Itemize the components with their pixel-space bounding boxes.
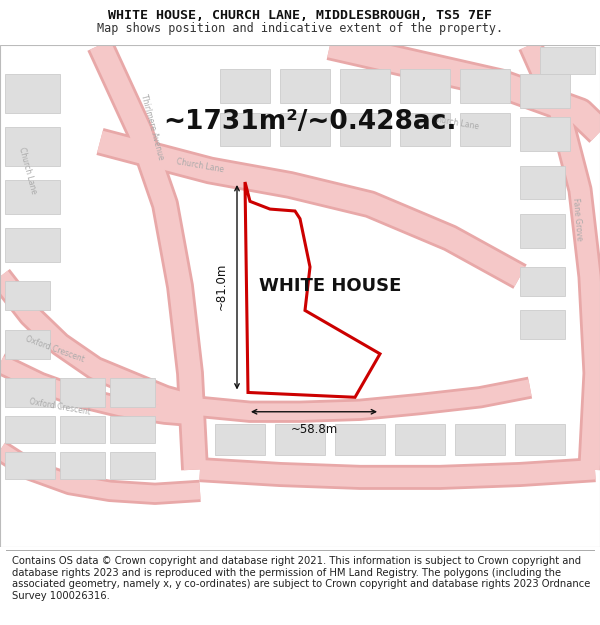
Text: Oxford Crescent: Oxford Crescent <box>29 397 91 417</box>
Bar <box>280 112 330 146</box>
Text: ~81.0m: ~81.0m <box>215 262 228 310</box>
Text: Fane Grove: Fane Grove <box>571 197 583 241</box>
Bar <box>5 127 60 166</box>
Bar <box>5 228 60 262</box>
Bar <box>520 311 565 339</box>
Text: WHITE HOUSE, CHURCH LANE, MIDDLESBROUGH, TS5 7EF: WHITE HOUSE, CHURCH LANE, MIDDLESBROUGH,… <box>108 9 492 22</box>
Text: ~1731m²/~0.428ac.: ~1731m²/~0.428ac. <box>163 109 457 135</box>
Bar <box>460 69 510 103</box>
Bar <box>5 180 60 214</box>
Text: Contains OS data © Crown copyright and database right 2021. This information is : Contains OS data © Crown copyright and d… <box>12 556 590 601</box>
Bar <box>515 424 565 455</box>
Bar <box>60 378 105 407</box>
Text: Church Lane: Church Lane <box>431 114 479 131</box>
Bar <box>520 214 565 248</box>
Bar <box>540 31 600 45</box>
Text: Map shows position and indicative extent of the property.: Map shows position and indicative extent… <box>97 22 503 35</box>
Bar <box>5 416 55 442</box>
Bar <box>340 112 390 146</box>
Bar <box>520 118 570 151</box>
Bar <box>520 267 565 296</box>
Polygon shape <box>245 182 380 398</box>
Bar <box>275 424 325 455</box>
Bar <box>110 452 155 479</box>
Bar <box>400 112 450 146</box>
Bar <box>60 416 105 442</box>
Bar <box>5 378 55 407</box>
Bar <box>280 69 330 103</box>
Text: Oxford Crescent: Oxford Crescent <box>25 334 86 364</box>
Bar <box>540 47 595 74</box>
Text: WHITE HOUSE: WHITE HOUSE <box>259 278 401 295</box>
Bar <box>335 424 385 455</box>
Bar <box>5 330 50 359</box>
Bar <box>220 69 270 103</box>
Bar <box>60 452 105 479</box>
Bar <box>520 166 565 199</box>
Text: Church Lane: Church Lane <box>176 157 224 174</box>
Text: ~58.8m: ~58.8m <box>290 423 338 436</box>
Bar <box>5 74 60 112</box>
Bar <box>460 112 510 146</box>
Bar <box>395 424 445 455</box>
Text: Thirlmere Avenue: Thirlmere Avenue <box>139 93 165 161</box>
Text: Church Lane: Church Lane <box>17 146 38 195</box>
Bar <box>5 452 55 479</box>
Bar <box>110 416 155 442</box>
Bar <box>215 424 265 455</box>
Bar <box>220 112 270 146</box>
Bar <box>110 378 155 407</box>
Bar <box>455 424 505 455</box>
Bar <box>340 69 390 103</box>
Bar <box>520 74 570 108</box>
Bar <box>400 69 450 103</box>
Bar <box>5 281 50 311</box>
